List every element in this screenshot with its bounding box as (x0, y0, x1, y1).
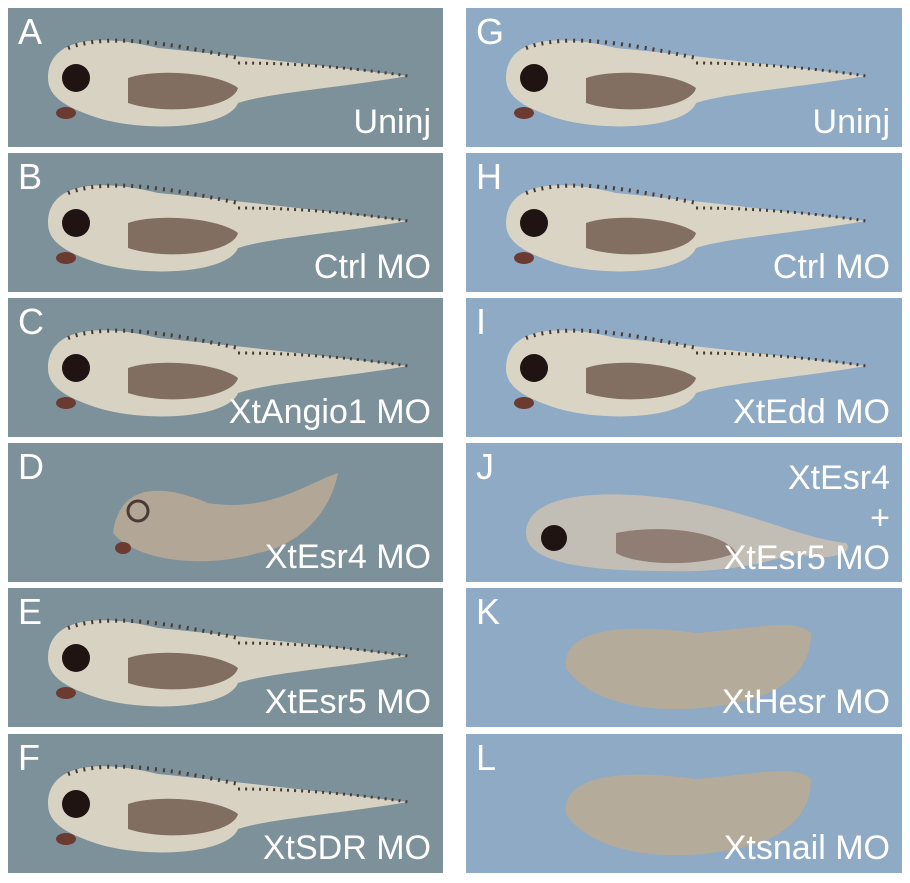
tadpole-image (506, 328, 867, 417)
panel-letter: J (476, 446, 494, 487)
panel-label: XtAngio1 MO (228, 393, 431, 431)
panel-label: XtSDR MO (262, 829, 431, 867)
panel-label: Ctrl MO (313, 248, 431, 286)
tadpole-image (48, 38, 409, 127)
panel-label: XtEsr4 MO (264, 538, 431, 576)
tadpole-image (48, 764, 409, 853)
panel-letter: L (476, 737, 497, 778)
panel-letter: E (18, 591, 43, 632)
panel-c: C XtAngio1 MO (8, 298, 443, 437)
panel-d: D XtEsr4 MO (8, 443, 443, 582)
panel-letter: K (476, 591, 501, 632)
panel-label: XtEsr5 MO (264, 683, 431, 721)
panel-label-line: XtEsr4 (787, 459, 890, 497)
tadpole-image (48, 618, 409, 707)
panel-label: Xtsnail MO (723, 829, 890, 867)
panel-f: F XtSDR MO (8, 734, 443, 873)
panel-letter: D (18, 446, 44, 487)
panel-i: I XtEdd MO (466, 298, 902, 437)
panel-label: Uninj (353, 103, 431, 141)
tadpole-image (113, 473, 338, 562)
panel-label: Uninj (812, 103, 890, 141)
tadpole-image (526, 494, 848, 572)
tadpole-image (48, 183, 409, 272)
panel-g: G Uninj (466, 8, 902, 147)
panel-b: B Ctrl MO (8, 153, 443, 292)
panel-l: L Xtsnail MO (466, 734, 902, 873)
panel-a: A Uninj (8, 8, 443, 147)
tadpole-image (506, 183, 867, 272)
panel-label: Ctrl MO (772, 248, 890, 286)
panel-letter: G (476, 11, 505, 52)
panel-letter: C (18, 301, 44, 342)
panel-label-line: + (870, 499, 890, 537)
tadpole-image (48, 328, 409, 417)
panel-label: XtEdd MO (733, 393, 890, 431)
panel-label-line: XtEsr5 MO (723, 539, 890, 577)
panel-letter: H (476, 156, 502, 197)
panel-j: J XtEsr4 + XtEsr5 MO (466, 443, 902, 582)
tadpole-image (565, 625, 811, 710)
panel-letter: A (18, 11, 43, 52)
panel-e: E XtEsr5 MO (8, 588, 443, 727)
panel-label: XtEsr4 + XtEsr5 MO (724, 458, 890, 578)
panel-letter: I (476, 301, 487, 342)
tadpole-image (506, 38, 867, 127)
panel-letter: F (18, 737, 40, 778)
panel-h: H Ctrl MO (466, 153, 902, 292)
tadpole-image (565, 771, 811, 856)
panel-label: XtHesr MO (721, 683, 890, 721)
panel-k: K XtHesr MO (466, 588, 902, 727)
panel-letter: B (18, 156, 43, 197)
